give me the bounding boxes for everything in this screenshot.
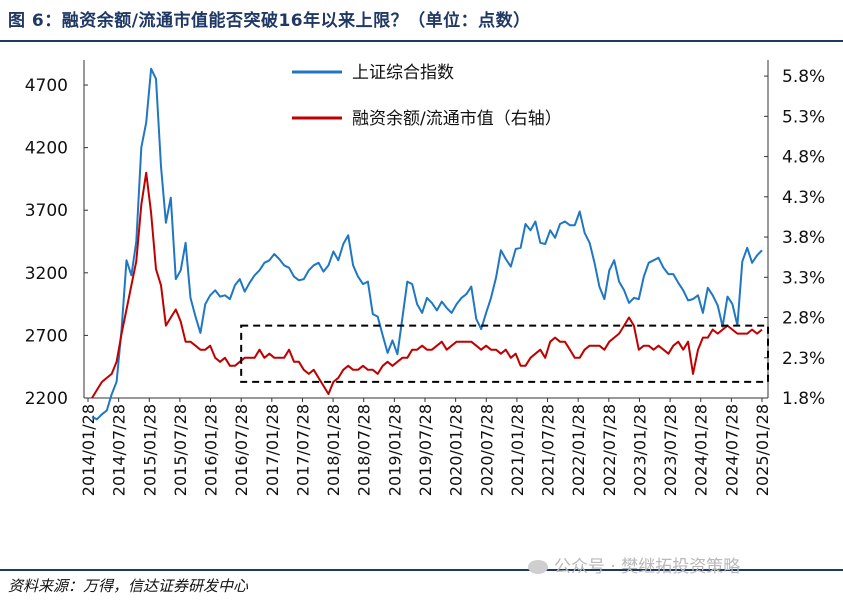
x-tick-label: 2018/07/28: [355, 404, 374, 496]
right-tick-label: 4.8%: [782, 148, 825, 168]
left-tick-label: 2200: [25, 389, 68, 409]
x-tick-label: 2022/07/28: [600, 404, 619, 496]
legend-label-margin-ratio: 融资余额/流通市值（右轴）: [352, 109, 562, 129]
footer-divider: [0, 569, 843, 571]
x-tick-label: 2014/01/28: [79, 404, 98, 496]
right-tick-label: 2.8%: [782, 309, 825, 329]
right-tick-label: 3.3%: [782, 268, 825, 288]
x-tick-label: 2017/07/28: [293, 404, 312, 496]
title-divider: [0, 40, 843, 42]
x-tick-label: 2016/07/28: [232, 404, 251, 496]
x-tick-label: 2020/07/28: [477, 404, 496, 496]
x-tick-label: 2025/01/28: [753, 404, 772, 496]
x-tick-label: 2023/01/28: [630, 404, 649, 496]
x-tick-label: 2021/01/28: [508, 404, 527, 496]
left-tick-label: 3200: [25, 264, 68, 284]
x-tick-label: 2022/01/28: [569, 404, 588, 496]
x-tick-label: 2017/01/28: [263, 404, 282, 496]
watermark-text: 公众号 · 樊继拓投资策略: [554, 557, 741, 577]
x-tick-label: 2019/07/28: [416, 404, 435, 496]
chart: 2200 2700 3200 3700 4200 4700 1.8% 2.3% 2.8% 3.3…: [25, 60, 825, 496]
right-tick-label: 5.3%: [782, 107, 825, 127]
wechat-icon: [528, 560, 548, 574]
x-tick-label: 2023/07/28: [661, 404, 680, 496]
left-tick-label: 4200: [25, 139, 68, 159]
x-tick-label: 2018/01/28: [324, 404, 343, 496]
legend-label-index: 上证综合指数: [352, 63, 454, 83]
x-tick-label: 2024/01/28: [692, 404, 711, 496]
x-tick-label: 2014/07/28: [110, 404, 129, 496]
right-tick-label: 2.3%: [782, 349, 825, 369]
series-line-margin-ratio: [91, 171, 763, 399]
right-tick-label: 4.3%: [782, 188, 825, 208]
x-tick-label: 2024/07/28: [722, 404, 741, 496]
x-tick-label: 2016/01/28: [202, 404, 221, 496]
right-tick-label: 1.8%: [782, 389, 825, 409]
x-tick-label: 2020/01/28: [447, 404, 466, 496]
series-line-index: [91, 67, 763, 421]
right-tick-label: 5.8%: [782, 67, 825, 87]
left-tick-label: 3700: [25, 201, 68, 221]
x-tick-label: 2015/01/28: [140, 404, 159, 496]
annotation-box: [240, 324, 769, 383]
left-tick-label: 4700: [25, 76, 68, 96]
source-note: 资料来源：万得，信达证券研发中心: [8, 577, 249, 595]
left-tick-label: 2700: [25, 326, 68, 346]
x-tick-label: 2021/07/28: [539, 404, 558, 496]
x-tick-label: 2015/07/28: [171, 404, 190, 496]
right-tick-label: 3.8%: [782, 228, 825, 248]
x-tick-label: 2019/01/28: [385, 404, 404, 496]
chart-title: 图 6：融资余额/流通市值能否突破16年以来上限？（单位：点数）: [8, 11, 531, 31]
watermark: 公众号 · 樊继拓投资策略: [528, 552, 740, 577]
